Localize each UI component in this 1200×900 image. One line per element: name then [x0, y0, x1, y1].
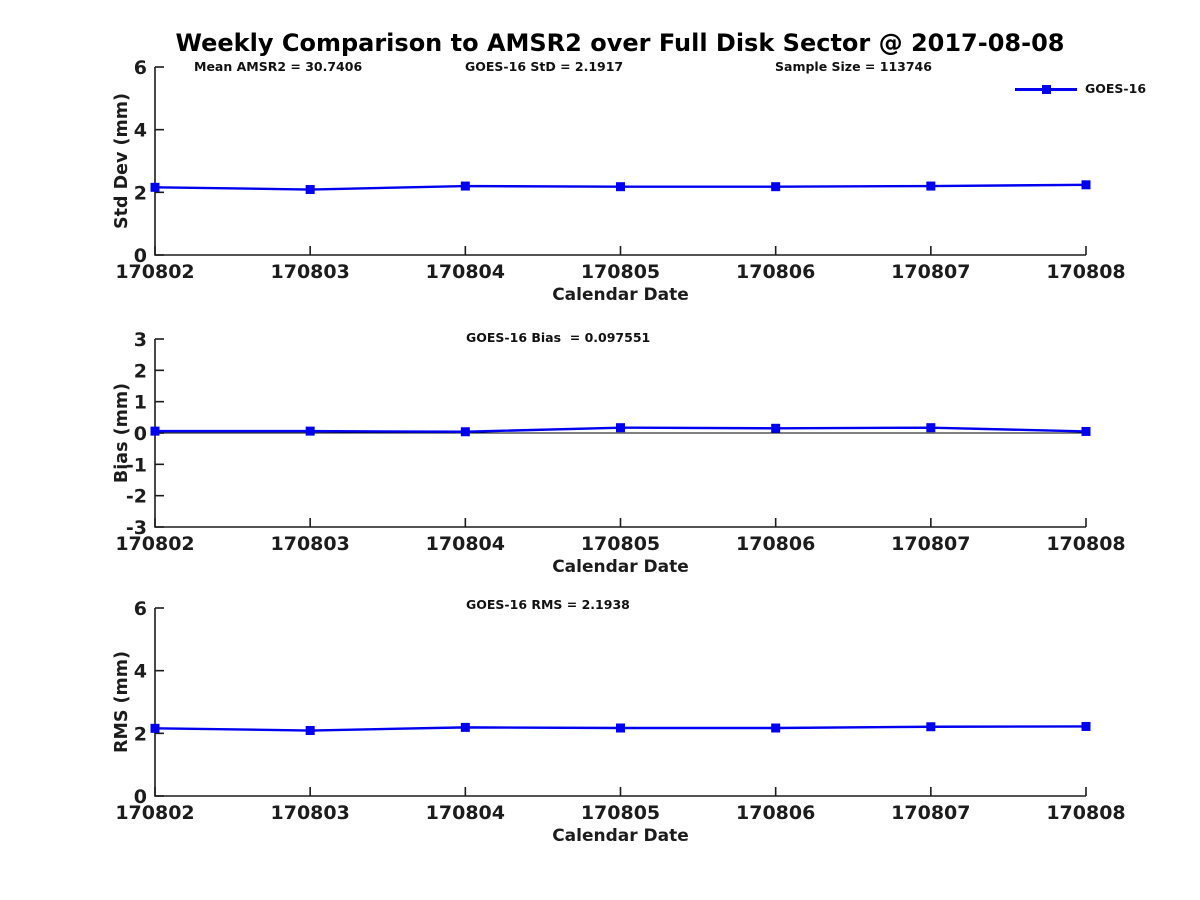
- stat-goes-std: GOES-16 StD = 2.1917: [465, 59, 624, 74]
- x-tick-label: 170806: [736, 533, 815, 555]
- legend-square-marker-icon: [1042, 85, 1051, 94]
- legend-label: GOES-16: [1085, 81, 1147, 96]
- rms-axis-line: [154, 608, 1086, 797]
- rms-data-point-marker: [616, 723, 625, 733]
- x-tick-label: 170804: [426, 533, 505, 555]
- x-tick-label: 170807: [891, 533, 970, 555]
- y-tick-label: -1: [126, 454, 147, 476]
- x-tick-label: 170802: [115, 261, 194, 283]
- bias-data-point-marker: [616, 423, 625, 433]
- x-tick-label: 170803: [271, 533, 350, 555]
- rms-data-point-marker: [926, 722, 936, 732]
- x-tick-label: 170806: [736, 802, 815, 824]
- figure-title: Weekly Comparison to AMSR2 over Full Dis…: [175, 29, 1065, 57]
- y-tick-label: 2: [134, 182, 147, 204]
- x-tick-label: 170808: [1046, 533, 1125, 555]
- std-dev-axis-line: [154, 67, 1086, 256]
- x-tick-label: 170806: [736, 261, 815, 283]
- x-tick-label: 170803: [271, 261, 350, 283]
- stddev-x-axis-label: Calendar Date: [552, 285, 689, 305]
- y-tick-label: 2: [134, 360, 147, 382]
- rms-data-point-marker: [771, 723, 781, 733]
- y-tick-label: -3: [126, 517, 147, 539]
- bias-data-point-marker: [305, 426, 315, 436]
- x-tick-label: 170808: [1046, 261, 1125, 283]
- x-tick-label: 170802: [115, 802, 194, 824]
- x-tick-label: 170807: [891, 802, 970, 824]
- y-tick-label: 4: [134, 661, 147, 683]
- x-tick-label: 170803: [271, 802, 350, 824]
- y-tick-label: 4: [134, 120, 147, 142]
- bias-data-point-marker: [771, 423, 781, 433]
- std-dev-data-point-marker: [926, 181, 936, 191]
- y-tick-label: 0: [134, 245, 147, 267]
- x-tick-label: 170804: [426, 261, 505, 283]
- x-tick-label: 170805: [581, 533, 660, 555]
- y-tick-label: 0: [134, 786, 147, 808]
- bias-x-axis-label: Calendar Date: [552, 557, 689, 577]
- x-tick-label: 170804: [426, 802, 505, 824]
- y-tick-label: 6: [134, 598, 147, 620]
- bias-data-point-marker: [460, 427, 470, 437]
- x-tick-label: 170805: [581, 261, 660, 283]
- bias-subplot-title: GOES-16 Bias = 0.097551: [466, 330, 651, 345]
- y-tick-label: 0: [134, 423, 147, 445]
- std-dev-data-point-marker: [305, 185, 315, 195]
- stat-sample-size: Sample Size = 113746: [775, 59, 932, 74]
- std-dev-data-point-marker: [1081, 180, 1091, 190]
- std-dev-data-point-marker: [460, 181, 470, 191]
- rms-plot: 0 2 4 6 170802 170803 170804 170805 170806 170807…: [115, 598, 1125, 824]
- legend: GOES-16: [1015, 80, 1185, 98]
- x-tick-label: 170805: [581, 802, 660, 824]
- y-tick-label: 6: [134, 57, 147, 79]
- stat-mean-amsr2: Mean AMSR2 = 30.7406: [194, 59, 363, 74]
- y-tick-label: 1: [134, 392, 147, 414]
- rms-data-point-marker: [150, 723, 160, 733]
- rms-subplot-title: GOES-16 RMS = 2.1938: [466, 597, 630, 612]
- bias-data-point-marker: [926, 423, 936, 433]
- std-dev-data-point-marker: [771, 182, 781, 192]
- y-tick-label: 2: [134, 723, 147, 745]
- x-tick-label: 170802: [115, 533, 194, 555]
- std-dev-data-point-marker: [150, 182, 160, 192]
- x-tick-label: 170807: [891, 261, 970, 283]
- std-dev-data-point-marker: [616, 182, 625, 192]
- y-tick-label: -2: [126, 486, 147, 508]
- bias-data-point-marker: [150, 426, 160, 436]
- y-tick-label: 3: [134, 329, 147, 351]
- bias-data-point-marker: [1081, 426, 1091, 436]
- rms-data-point-marker: [460, 722, 470, 732]
- rms-data-point-marker: [305, 726, 315, 736]
- rms-x-axis-label: Calendar Date: [552, 826, 689, 846]
- bias-plot: -3 -2 -1 0 1 2 3 170802 170803 170804 170805 170806…: [115, 329, 1125, 555]
- x-tick-label: 170808: [1046, 802, 1125, 824]
- rms-data-point-marker: [1081, 721, 1091, 731]
- std-dev-plot: 0 2 4 6 170802 170803 170804 170805 170806 170807…: [115, 57, 1125, 283]
